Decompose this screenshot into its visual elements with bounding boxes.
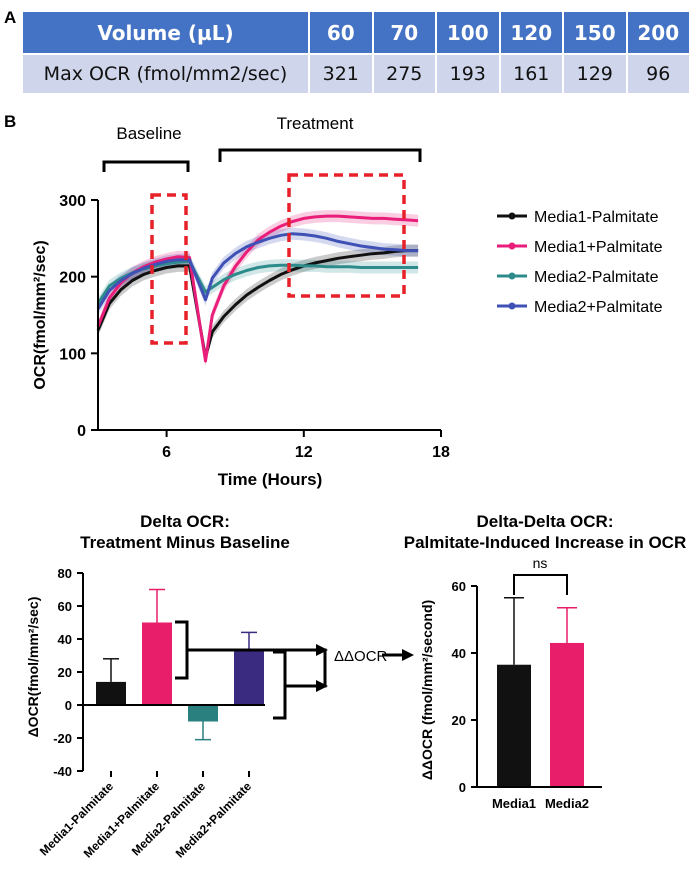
line-y-axis-label: OCR(fmol/mm²/sec) [32, 240, 49, 389]
bar2-title-line2: Palmitate-Induced Increase in OCR [404, 533, 686, 552]
table-header-cell: 70 [371, 9, 437, 56]
y-tick-label: 40 [58, 632, 72, 647]
bar-2 [550, 642, 584, 787]
table-cell: 321 [308, 53, 374, 95]
table-header-cell: Volume (µL) [21, 9, 310, 56]
highlight-boxes [150, 173, 406, 345]
significance-bracket [513, 574, 568, 595]
x-tick-label: 12 [295, 444, 313, 461]
table-cell: Max OCR (fmol/mm2/sec) [21, 53, 310, 95]
y-tick-label: -40 [53, 764, 72, 779]
panel-b-letter: B [4, 112, 17, 131]
table-header-cell: 120 [498, 9, 564, 56]
bar2-bars [497, 596, 584, 787]
baseline-highlight-box [150, 193, 188, 345]
table-cell: 161 [498, 53, 564, 95]
bar2-y-axis-label: ΔΔOCR (fmol/mm²/second) [419, 600, 435, 780]
ddocr-arrowheads [316, 644, 414, 692]
bar1-bars [96, 588, 264, 741]
significance-label: ns [533, 555, 548, 571]
series-band-3 [98, 255, 419, 310]
legend-label: Media1+Palmitate [534, 239, 663, 256]
legend-marker [508, 242, 516, 250]
bar-1 [497, 664, 531, 787]
bar1-y-ticks: -40 -20 0 20 40 60 80 [53, 566, 83, 779]
bar2-y-ticks: 0 20 40 60 [452, 579, 477, 795]
baseline-label: Baseline [116, 124, 181, 143]
phase-brackets [102, 148, 422, 172]
y-tick-label: 60 [452, 579, 466, 594]
table-cell: 275 [371, 53, 437, 95]
ddocr-label: ΔΔOCR [334, 648, 388, 665]
y-tick-label: 0 [459, 780, 466, 795]
y-tick-label: 20 [58, 665, 72, 680]
y-tick-label: 200 [59, 270, 86, 287]
y-tick-label: 20 [452, 713, 466, 728]
y-tick-label: -20 [53, 731, 72, 746]
table-header-cell: 200 [625, 9, 691, 56]
legend-marker [508, 272, 516, 280]
table-header-cell: 100 [435, 9, 501, 56]
volume-ocr-table: Volume (µL) 60 70 100 120 150 200 Max OC… [21, 9, 691, 95]
y-tick-label: 100 [59, 346, 86, 363]
y-tick-label: 0 [77, 423, 86, 440]
x-tick-label: Media1 [492, 796, 536, 811]
y-tick-label: 0 [65, 698, 72, 713]
x-tick-label: 6 [162, 444, 171, 461]
treatment-label: Treatment [277, 114, 354, 133]
series-line-2 [96, 214, 419, 363]
baseline-bracket [102, 160, 190, 172]
x-tick-label: 18 [432, 444, 450, 461]
delta-ocr-bar-chart: Delta OCR: Treatment Minus Baseline -40-… [25, 512, 414, 861]
table-cell: 96 [625, 53, 691, 95]
bar1-title-line2: Treatment Minus Baseline [80, 533, 290, 552]
table-cell: 129 [562, 53, 628, 95]
bar1-y-axis-label: ΔOCR(fmol/mm²/sec) [25, 597, 41, 738]
table-cell: 193 [435, 53, 501, 95]
legend-label: Media2+Palmitate [534, 299, 663, 316]
bar2-title-line1: Delta-Delta OCR: [477, 512, 614, 531]
table-header-cell: 150 [562, 9, 628, 56]
bar-3 [188, 705, 218, 722]
panel-a-letter: A [4, 8, 17, 27]
bar-2 [142, 622, 172, 705]
bar-1 [96, 681, 126, 705]
y-tick-label: 60 [58, 599, 72, 614]
x-tick-label: Media2 [545, 796, 589, 811]
series-band-4 [98, 227, 419, 315]
legend-label: Media2-Palmitate [534, 269, 659, 286]
delta-delta-ocr-bar-chart: Delta-Delta OCR: Palmitate-Induced Incre… [404, 512, 686, 811]
treatment-bracket [218, 148, 422, 162]
table-header-row: Volume (µL) 60 70 100 120 150 200 [21, 9, 691, 56]
line-x-axis-label: Time (Hours) [218, 470, 323, 489]
legend-label: Media1-Palmitate [534, 209, 659, 226]
y-tick-label: 80 [58, 566, 72, 581]
table-header-cell: 60 [308, 9, 374, 56]
treatment-highlight-box [287, 173, 406, 298]
line-legend: Media1-Palmitate Media1+Palmitate Media2-P… [497, 209, 663, 316]
series-band-1 [98, 244, 419, 364]
bar-4 [234, 650, 264, 705]
line-y-ticks: 0 100 200 300 [59, 193, 98, 440]
legend-marker [508, 302, 516, 310]
bar1-title-line1: Delta OCR: [140, 512, 230, 531]
ocr-time-course-chart: 0 100 200 300 6 12 18 Time (Hours) OCR(fmol/m… [32, 173, 663, 489]
y-tick-label: 300 [59, 193, 86, 210]
line-x-ticks: 6 12 18 [162, 430, 450, 461]
legend-marker [508, 212, 516, 220]
y-tick-label: 40 [452, 646, 466, 661]
table-row: Max OCR (fmol/mm2/sec) 321 275 193 161 1… [21, 53, 691, 95]
bar2-x-ticks: Media1 Media2 [492, 796, 589, 811]
bar1-x-ticks: Media1-PalmitateMedia1+PalmitateMedia2-P… [37, 771, 254, 861]
